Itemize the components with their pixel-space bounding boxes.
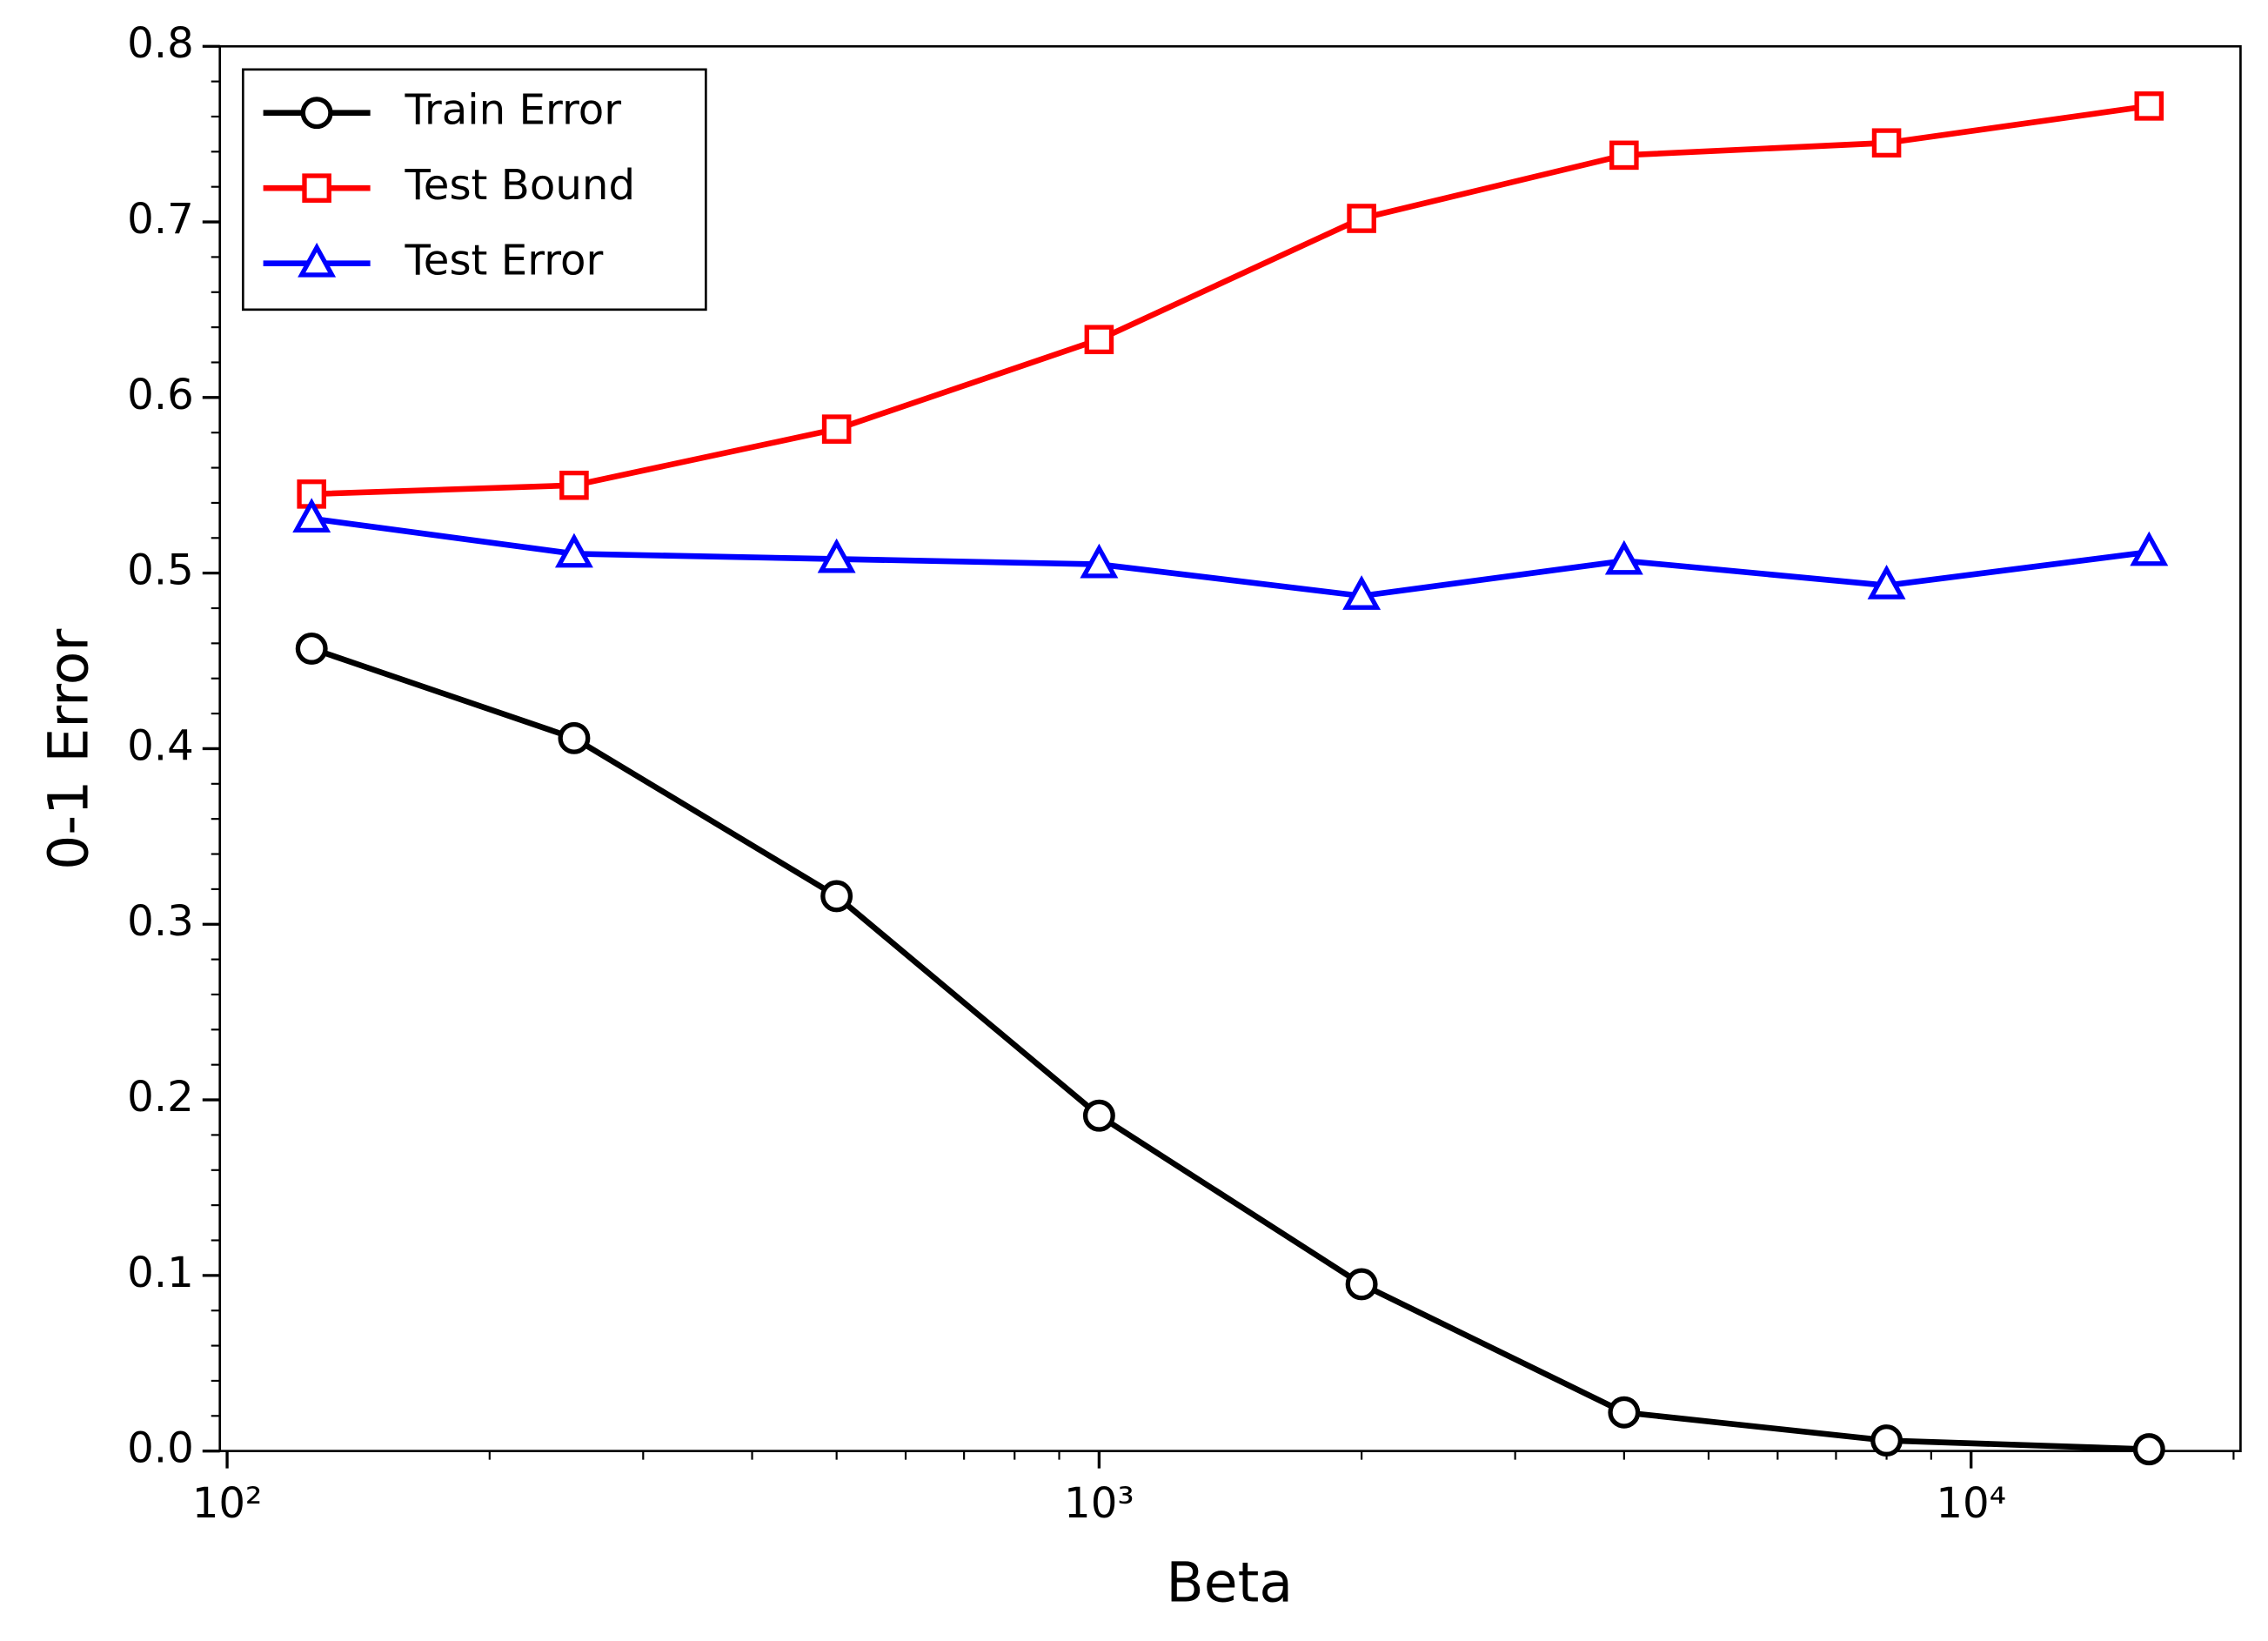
y-tick-label: 0.7 [127, 195, 194, 244]
marker-triangle [817, 538, 856, 573]
x-axis-label: Beta [1166, 1551, 1293, 1615]
marker-circle [300, 97, 333, 130]
series-line [311, 103, 2150, 498]
marker-circle [1082, 1099, 1115, 1132]
x-tick-label: 10² [192, 1479, 263, 1528]
marker-square [1347, 204, 1376, 233]
legend-label: Test Error [405, 237, 604, 285]
x-tick-label: 10⁴ [1936, 1479, 2006, 1528]
marker-triangle [298, 242, 337, 278]
marker-circle [295, 632, 328, 665]
marker-square [1871, 128, 1902, 158]
marker-triangle [1080, 543, 1119, 579]
marker-circle [558, 721, 591, 754]
legend-label: Test Bound [405, 161, 636, 210]
marker-square [821, 414, 852, 444]
marker-triangle [554, 532, 593, 568]
y-tick-label: 0.5 [127, 546, 194, 595]
series-line [311, 646, 2150, 1452]
marker-square [559, 470, 589, 500]
marker-circle [2132, 1433, 2165, 1466]
marker-circle [1345, 1268, 1378, 1301]
y-tick-label: 0.3 [127, 897, 194, 946]
marker-square [2134, 91, 2164, 121]
y-tick-label: 0.1 [127, 1249, 194, 1297]
marker-square [1609, 140, 1639, 171]
y-tick-label: 0.2 [127, 1073, 194, 1122]
y-tick-label: 0.4 [127, 721, 194, 770]
marker-circle [1608, 1396, 1641, 1429]
marker-triangle [1867, 564, 1906, 599]
marker-triangle [2130, 531, 2169, 566]
y-axis-label: 0-1 Error [37, 629, 101, 870]
series-line [311, 515, 2150, 599]
y-tick-label: 0.0 [127, 1424, 194, 1473]
y-tick-label: 0.8 [127, 19, 194, 68]
plot-frame [218, 44, 2242, 1452]
marker-triangle [292, 498, 331, 533]
marker-square [1084, 325, 1114, 355]
marker-circle [820, 880, 853, 913]
marker-triangle [1604, 539, 1643, 575]
marker-triangle [1342, 575, 1382, 610]
x-tick-label: 10³ [1064, 1479, 1134, 1528]
y-tick-label: 0.6 [127, 371, 194, 419]
legend-label: Train Error [405, 86, 622, 135]
marker-circle [1870, 1424, 1903, 1457]
marker-square [302, 173, 331, 203]
